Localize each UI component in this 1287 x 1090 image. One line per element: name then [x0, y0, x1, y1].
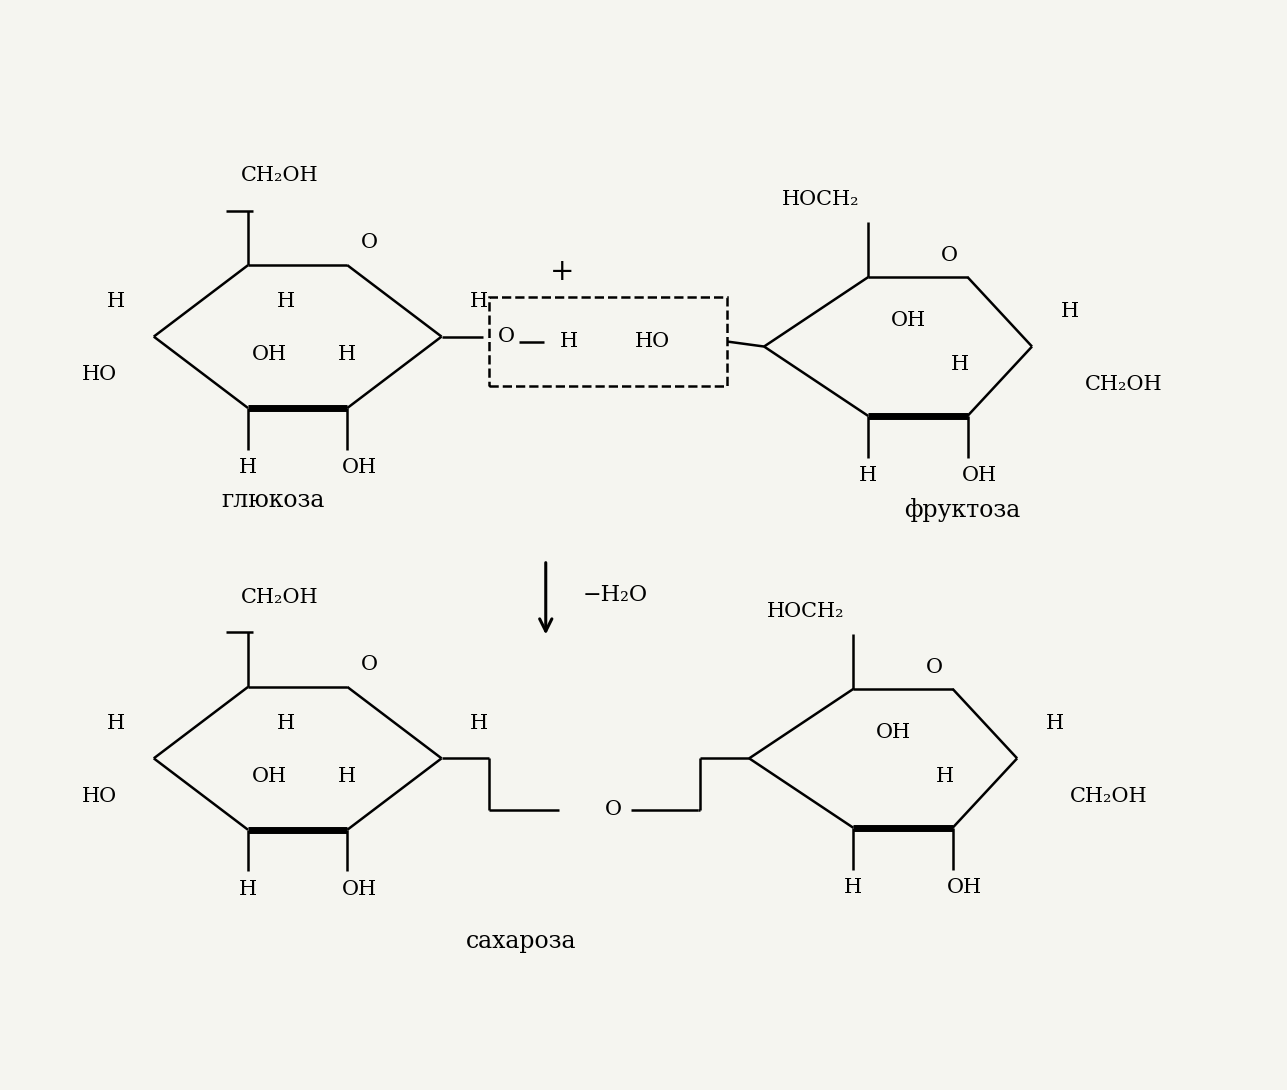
Text: H: H: [951, 355, 969, 374]
Text: H: H: [107, 292, 125, 312]
Text: O: O: [605, 800, 622, 820]
Text: сахароза: сахароза: [466, 931, 577, 954]
Text: HO: HO: [81, 787, 117, 806]
Text: H: H: [338, 344, 356, 364]
Text: H: H: [239, 880, 257, 899]
Text: +: +: [551, 258, 575, 286]
Text: O: O: [360, 233, 377, 252]
Text: OH: OH: [961, 467, 997, 485]
Text: OH: OH: [875, 723, 911, 742]
Text: H: H: [1060, 302, 1079, 322]
Text: CH₂OH: CH₂OH: [1069, 787, 1147, 806]
Text: HOCH₂: HOCH₂: [781, 190, 860, 209]
Text: O: O: [498, 327, 515, 347]
Text: H: H: [860, 467, 878, 485]
Text: HO: HO: [81, 365, 117, 384]
Text: H: H: [338, 766, 356, 786]
Text: CH₂OH: CH₂OH: [241, 167, 319, 185]
Text: HO: HO: [636, 332, 671, 351]
Text: O: O: [927, 657, 943, 677]
Text: H: H: [936, 766, 954, 786]
Text: O: O: [941, 245, 958, 265]
Text: H: H: [277, 714, 295, 734]
Text: OH: OH: [252, 344, 287, 364]
Text: H: H: [239, 458, 257, 477]
Text: H: H: [277, 292, 295, 312]
Text: H: H: [470, 292, 488, 312]
Text: OH: OH: [341, 458, 377, 477]
Text: H: H: [844, 877, 862, 897]
Text: CH₂OH: CH₂OH: [1085, 375, 1162, 393]
Text: H: H: [1046, 714, 1064, 734]
Text: OH: OH: [341, 880, 377, 899]
Text: −H₂O: −H₂O: [583, 583, 647, 606]
Text: OH: OH: [252, 766, 287, 786]
Bar: [489, 296, 727, 386]
Text: глюкоза: глюкоза: [221, 488, 324, 512]
Text: фруктоза: фруктоза: [905, 498, 1021, 522]
Text: H: H: [470, 714, 488, 734]
Text: O: O: [360, 655, 377, 674]
Text: H: H: [107, 714, 125, 734]
Text: OH: OH: [947, 877, 982, 897]
Text: HOCH₂: HOCH₂: [767, 602, 844, 621]
Text: OH: OH: [891, 312, 925, 330]
Text: CH₂OH: CH₂OH: [241, 589, 319, 607]
Text: H: H: [560, 332, 578, 351]
